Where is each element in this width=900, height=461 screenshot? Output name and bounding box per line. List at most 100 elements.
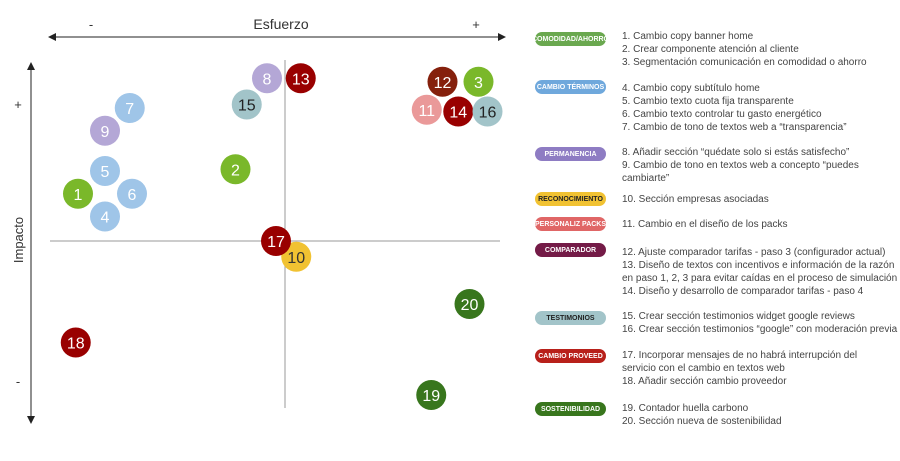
point-label: 6 (128, 187, 137, 204)
point-marker (90, 201, 120, 232)
legend-badge: CAMBIO TÉRMINOS (535, 80, 606, 94)
legend-badge: PERMANENCIA (535, 147, 606, 161)
point-marker (416, 380, 447, 410)
point-marker (463, 66, 494, 97)
data-point-20: 20 (454, 289, 485, 319)
point-marker (281, 241, 312, 272)
legend-item-text: 3. Segmentación comunicación en comodida… (622, 57, 867, 68)
point-label: 10 (287, 250, 305, 267)
legend-badge: TESTIMONIOS (535, 311, 606, 325)
y-plus-label: + (14, 97, 22, 112)
legend-item-text: 19. Contador huella carbono (622, 403, 749, 414)
y-minus-label: - (16, 374, 20, 389)
point-label: 14 (449, 105, 467, 122)
x-axis-label: Esfuerzo (253, 16, 308, 32)
point-marker (231, 89, 262, 120)
point-label: 1 (74, 187, 83, 204)
data-point-14: 14 (443, 96, 474, 127)
y-axis-label: Impacto (11, 217, 26, 263)
point-marker (114, 93, 145, 123)
point-label: 19 (422, 388, 440, 405)
legend-badge: PERSONALIZ PACKS (535, 217, 606, 231)
legend-item-text: 18. Añadir sección cambio proveedor (622, 376, 787, 387)
point-label: 16 (479, 105, 497, 122)
legend-item-text: cambiarte” (622, 173, 670, 184)
legend-item-text: 17. Incorporar mensajes de no habrá inte… (622, 350, 858, 361)
point-marker (90, 115, 120, 146)
legend-badge: COMODIDAD/AHORRO (532, 32, 609, 46)
data-point-4: 4 (90, 201, 120, 232)
legend-item-text: 14. Diseño y desarrollo de comparador ta… (622, 286, 864, 297)
legend-item-text: 7. Cambio de tono de textos web a “trans… (622, 122, 847, 133)
data-point-17: 17 (261, 226, 291, 256)
point-marker (252, 63, 282, 94)
point-marker (443, 96, 474, 127)
point-label: 8 (263, 71, 272, 88)
x-minus-label: - (89, 17, 93, 32)
legend-item-text: 13. Diseño de textos con incentivos e in… (622, 260, 895, 271)
data-point-1: 1 (63, 178, 93, 209)
data-point-11: 11 (411, 94, 442, 125)
legend-item-text: 9. Cambio de tono en textos web a concep… (622, 160, 859, 171)
point-marker (411, 94, 442, 125)
point-marker (454, 289, 485, 319)
data-point-5: 5 (90, 156, 120, 186)
legend-item-text: en paso 1, 2, 3 para evitar caídas en el… (622, 273, 898, 284)
chart-area: Esfuerzo - + Impacto + - 123456789101112… (11, 16, 506, 424)
data-point-7: 7 (114, 93, 145, 123)
data-point-15: 15 (231, 89, 262, 120)
legend-item-text: 15. Crear sección testimonios widget goo… (622, 311, 855, 322)
data-point-2: 2 (220, 154, 251, 185)
point-marker (63, 178, 93, 209)
data-point-13: 13 (285, 63, 316, 94)
point-marker (90, 156, 120, 186)
point-label: 15 (238, 98, 256, 115)
point-marker (220, 154, 251, 185)
point-label: 20 (461, 297, 479, 314)
point-marker (117, 178, 147, 209)
point-marker (427, 66, 458, 97)
point-marker (285, 63, 316, 94)
legend-item-text: 11. Cambio en el diseño de los packs (622, 219, 788, 230)
point-label: 12 (434, 75, 452, 92)
legend-item-text: 5. Cambio texto cuota fija transparente (622, 96, 794, 107)
legend-item-text: 20. Sección nueva de sostenibilidad (622, 416, 782, 427)
data-point-10: 10 (281, 241, 312, 272)
legend-badge: COMPARADOR (535, 243, 606, 257)
legend-badge: SOSTENIBILIDAD (535, 402, 606, 416)
data-point-18: 18 (60, 327, 91, 358)
point-label: 2 (231, 162, 240, 179)
data-point-8: 8 (252, 63, 282, 94)
data-point-19: 19 (416, 380, 447, 410)
legend-badge: CAMBIO PROVEED (535, 349, 606, 363)
legend-item-text: 2. Crear componente atención al cliente (622, 44, 799, 55)
point-label: 17 (267, 234, 285, 251)
x-plus-label: + (472, 17, 480, 32)
data-point-12: 12 (427, 66, 458, 97)
data-point-6: 6 (117, 178, 147, 209)
point-label: 9 (101, 124, 110, 141)
point-label: 5 (101, 164, 110, 181)
legend-item-text: 6. Cambio texto controlar tu gasto energ… (622, 109, 822, 120)
legend-item-text: 4. Cambio copy subtítulo home (622, 83, 760, 94)
point-label: 7 (125, 101, 134, 118)
legend-item-text: 10. Sección empresas asociadas (622, 194, 769, 205)
point-marker (60, 327, 91, 358)
legend-item-text: 12. Ajuste comparador tarifas - paso 3 (… (622, 247, 886, 258)
point-label: 4 (101, 210, 110, 227)
legend-item-text: 1. Cambio copy banner home (622, 31, 754, 42)
legend-item-text: 8. Añadir sección “quédate solo si estás… (622, 147, 850, 158)
point-marker (472, 96, 503, 127)
legend-item-text: servicio con el cambio en textos web (622, 363, 785, 374)
data-point-3: 3 (463, 66, 494, 97)
legend-item-text: 16. Crear sección testimonios “google” c… (622, 324, 898, 335)
data-point-16: 16 (472, 96, 503, 127)
legend-badge: RECONOCIMIENTO (535, 192, 606, 206)
point-label: 18 (67, 336, 85, 353)
point-label: 13 (292, 71, 310, 88)
point-label: 11 (418, 103, 435, 120)
data-point-9: 9 (90, 115, 120, 146)
point-marker (261, 226, 291, 256)
point-label: 3 (474, 75, 483, 92)
